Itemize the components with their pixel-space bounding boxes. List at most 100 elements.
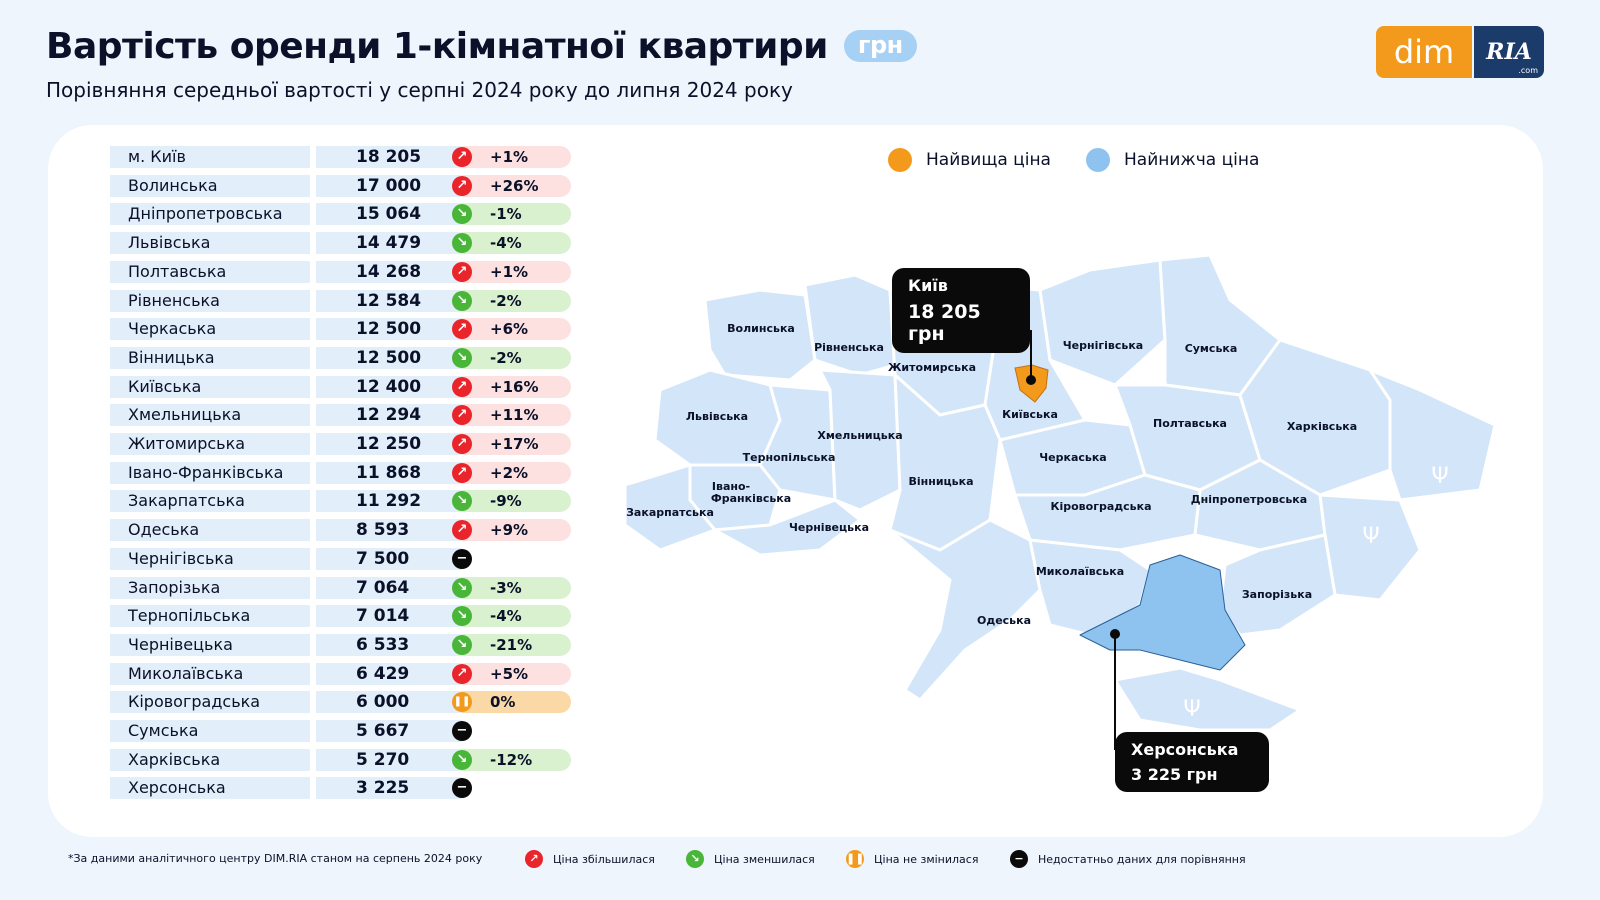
kyiv-callout-price: 18 205 грн (908, 301, 981, 345)
region-price: 14 479 (316, 232, 462, 255)
map-label-sumska: Сумська (1185, 342, 1238, 355)
table-row: Сумська 5 667− (110, 720, 572, 742)
change-cell (462, 662, 571, 685)
change-cell (462, 174, 571, 197)
change-percent: +9% (490, 521, 529, 540)
region-price: 7 500 (316, 547, 462, 570)
map-label-mykolaivska: Миколаївська (1036, 565, 1124, 578)
map-label-odeska: Одеська (977, 614, 1031, 627)
table-row: Миколаївська 6 429 ↗ +5% (110, 662, 572, 685)
region-chernivetska (713, 498, 862, 557)
map-label-zakarpatska: Закарпатська (626, 506, 714, 519)
region-name: Запорізька (110, 576, 310, 599)
region-name: Одеська (110, 519, 310, 542)
region-name: Житомирська (110, 433, 310, 455)
map-label-ivano-frankivska-1: Івано- (712, 480, 750, 493)
pause-icon: ❚❚ (846, 850, 864, 868)
minus-icon: − (1010, 850, 1028, 868)
region-krym (1113, 666, 1302, 732)
region-name: Чернівецька (110, 633, 310, 656)
change-cell (462, 548, 571, 570)
region-price: 12 584 (316, 289, 462, 312)
table-row: Чернігівська 7 500− (110, 547, 572, 570)
trident-icon: Ψ (1362, 524, 1379, 549)
region-name: Київська (110, 375, 310, 398)
change-cell (462, 691, 571, 714)
table-row: Одеська 8 593 ↗ +9% (110, 519, 572, 542)
legend-none: − Недостатньо даних для порівняння (1010, 850, 1246, 868)
table-row: Вінницька 12 500 ↘ -2% (110, 346, 572, 369)
region-name: Чернігівська (110, 547, 310, 570)
map-label-khmelnytska: Хмельницька (817, 429, 902, 442)
change-percent: -21% (490, 635, 533, 654)
change-cell (462, 433, 571, 455)
map-label-ternopilska: Тернопільська (743, 451, 836, 464)
map-label-zaporizka: Запорізька (1242, 588, 1312, 601)
change-percent: -1% (490, 205, 522, 224)
kherson-callout: Херсонська 3 225 грн (1115, 732, 1269, 792)
region-price: 12 294 (316, 404, 462, 427)
table-row: Івано-Франківська 11 868 ↗ +2% (110, 461, 572, 484)
change-percent: +11% (490, 406, 539, 425)
map-label-chernihivska: Чернігівська (1063, 339, 1143, 352)
arrow-down-right-icon: ↘ (452, 634, 472, 655)
arrow-up-right-icon: ↗ (452, 405, 472, 426)
title-text: Вартість оренди 1-кімнатної квартири (46, 26, 828, 67)
region-luhanska (1368, 368, 1497, 502)
region-price: 11 292 (316, 490, 462, 513)
change-cell (462, 777, 571, 799)
arrow-up-right-icon: ↗ (452, 434, 472, 454)
region-name: Сумська (110, 720, 310, 742)
change-cell (462, 461, 571, 484)
change-percent: -12% (490, 750, 533, 769)
trident-icon: Ψ (1183, 697, 1200, 722)
region-name: Волинська (110, 174, 310, 197)
change-cell (462, 605, 571, 628)
legend-none-label: Недостатньо даних для порівняння (1038, 852, 1246, 866)
logo-dim: dim (1376, 26, 1472, 78)
table-row: Тернопільська 7 014 ↘ -4% (110, 605, 572, 628)
region-name: Івано-Франківська (110, 461, 310, 484)
arrow-down-right-icon: ↘ (452, 233, 472, 254)
change-percent: +1% (490, 148, 529, 166)
table-row: Кіровоградська 6 000 ❚❚ 0% (110, 691, 572, 714)
change-percent: -4% (490, 234, 522, 253)
change-cell (462, 146, 571, 168)
arrow-down-right-icon: ↘ (452, 347, 472, 368)
region-zaporizka (1218, 533, 1337, 637)
arrow-up-right-icon: ↗ (452, 175, 472, 196)
kherson-pin (1110, 629, 1120, 639)
change-percent: +2% (490, 463, 529, 482)
region-name: Миколаївська (110, 662, 310, 685)
region-price: 7 014 (316, 605, 462, 628)
map-label-poltavska: Полтавська (1153, 417, 1227, 430)
region-kherson (1079, 554, 1246, 671)
region-name: Львівська (110, 232, 310, 255)
map-label-cherkaska: Черкаська (1039, 451, 1106, 464)
arrow-down-right-icon: ↘ (452, 204, 472, 225)
change-cell (462, 633, 571, 656)
change-cell (462, 260, 571, 283)
map-label-chernivetska: Чернівецька (789, 521, 869, 534)
region-price: 17 000 (316, 174, 462, 197)
legend-lowest: Найнижча ціна (1086, 148, 1259, 172)
map-label-vinnytska: Вінницька (908, 475, 973, 488)
change-cell (462, 203, 571, 226)
region-price: 6 000 (316, 691, 462, 714)
region-name: м. Київ (110, 146, 310, 168)
change-cell (462, 404, 571, 427)
change-cell (462, 576, 571, 599)
region-name: Закарпатська (110, 490, 310, 513)
map-label-lvivska: Львівська (686, 410, 748, 423)
change-cell (462, 289, 571, 312)
arrow-up-right-icon: ↗ (452, 376, 472, 397)
legend-highest: Найвища ціна (888, 148, 1051, 172)
footnote: *За даними аналітичного центру DIM.RIA с… (68, 852, 483, 865)
logo-ria-text: RIA (1486, 39, 1532, 65)
map-label-ivano-frankivska-2: Франківська (711, 492, 791, 505)
legend-up-label: Ціна збільшилася (553, 852, 655, 866)
change-cell (462, 318, 571, 341)
table-row: Черкаська 12 500 ↗ +6% (110, 318, 572, 341)
region-price: 11 868 (316, 461, 462, 484)
arrow-down-right-icon: ↘ (452, 577, 472, 598)
